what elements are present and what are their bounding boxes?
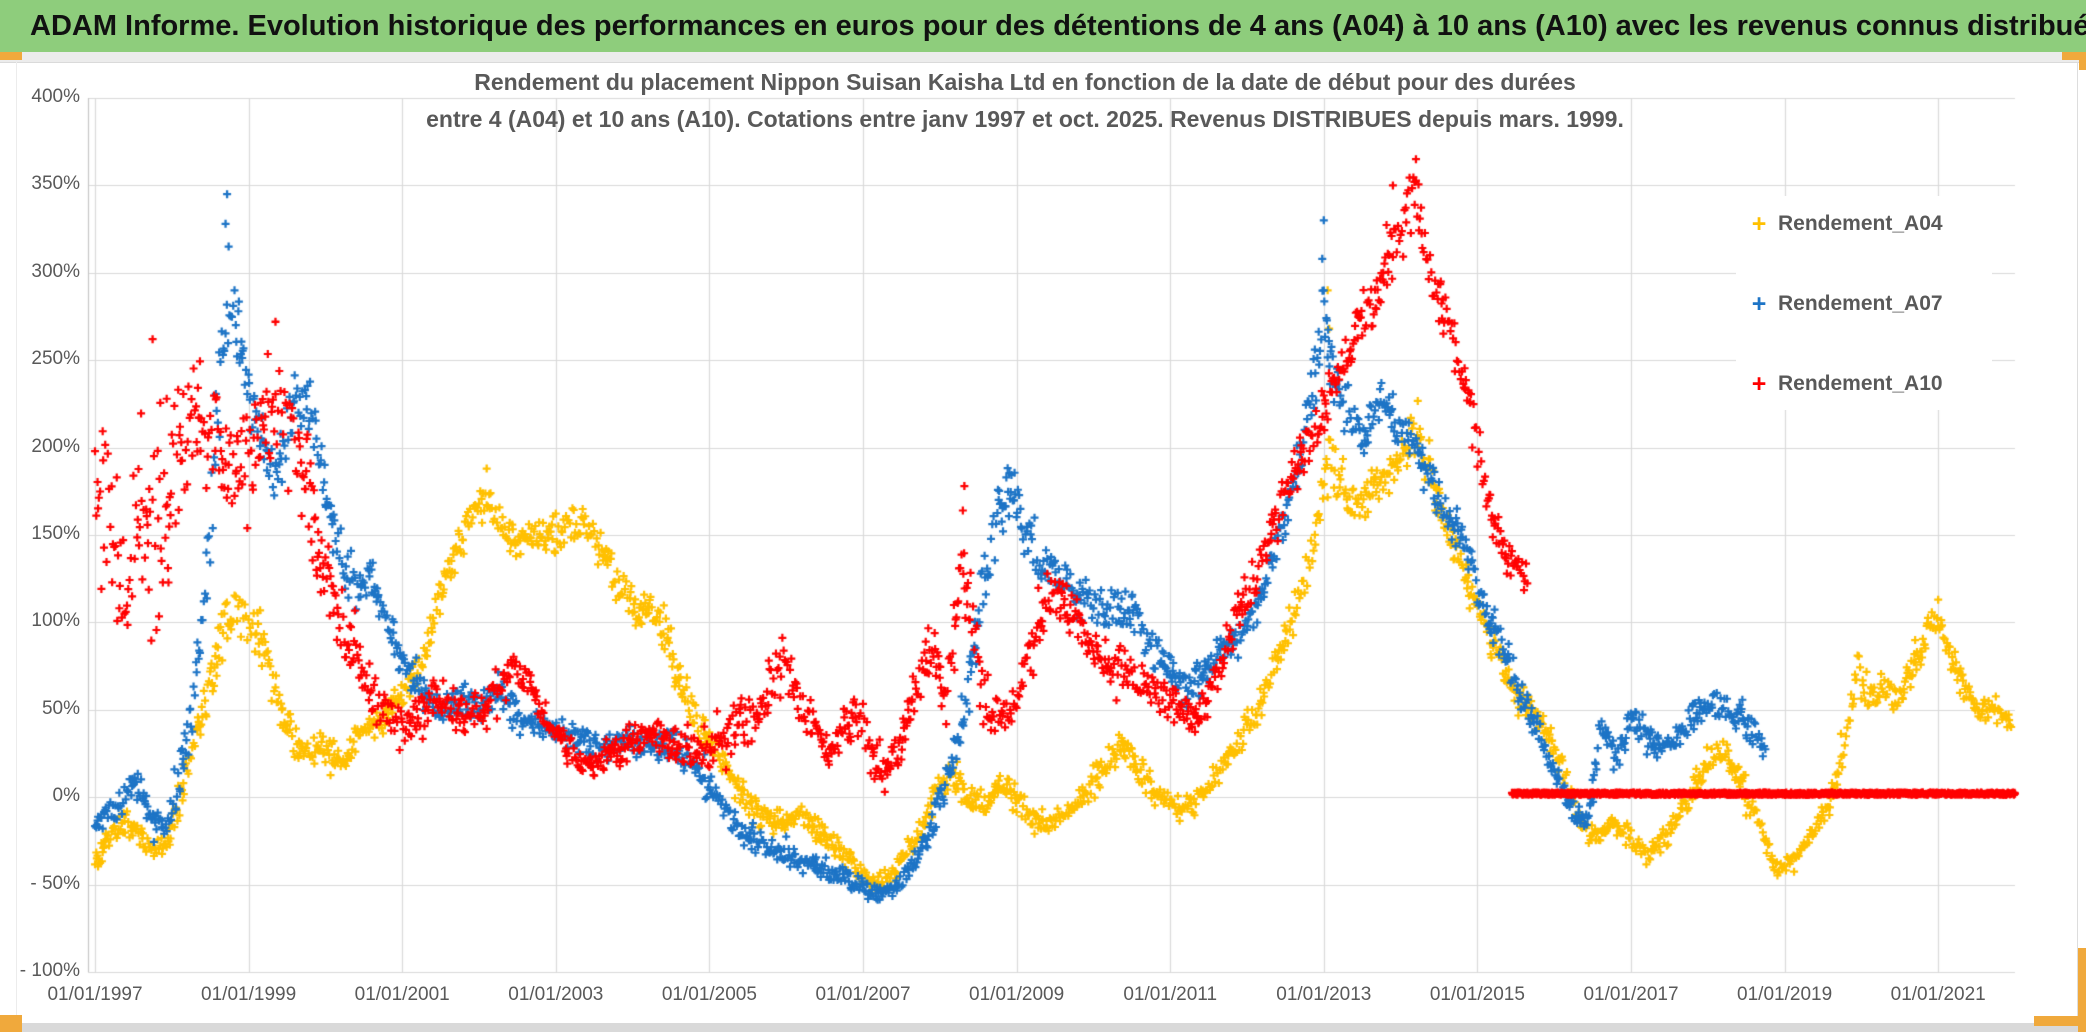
x-axis-tick-label: 01/01/2009 <box>969 984 1065 1005</box>
chart-right-border <box>2077 62 2078 1016</box>
accent-handle-bottom-left[interactable] <box>0 1015 22 1032</box>
y-axis-tick-label: 300% <box>31 260 80 282</box>
y-axis-tick-label: 50% <box>41 697 80 719</box>
sheet-left-border <box>16 62 17 1016</box>
x-axis-tick-label: 01/01/2007 <box>815 984 911 1005</box>
y-axis-tick-label: 0% <box>52 785 80 807</box>
x-axis-tick-label: 01/01/2001 <box>354 984 450 1005</box>
legend: + Rendement_A04 + Rendement_A07 + Rendement_A… <box>1736 196 1992 410</box>
y-axis-tick-label: - 100% <box>19 960 80 981</box>
x-axis-tick-label: 01/01/2011 <box>1123 984 1218 1005</box>
legend-label: Rendement_A10 <box>1778 372 1943 395</box>
chart-title-line1: Rendement du placement Nippon Suisan Kai… <box>474 69 1576 95</box>
y-axis-tick-label: 200% <box>31 435 80 457</box>
plus-marker-icon: + <box>1751 210 1767 238</box>
x-axis-tick-label: 01/01/1997 <box>47 984 143 1005</box>
legend-label: Rendement_A04 <box>1778 212 1943 235</box>
y-axis-tick-label: 250% <box>31 348 80 370</box>
chart-title: Rendement du placement Nippon Suisan Kai… <box>375 64 1675 138</box>
accent-handle-bottom-right[interactable] <box>2034 1016 2086 1026</box>
x-axis-tick-label: 01/01/2005 <box>661 984 757 1005</box>
legend-item-rendement_a10[interactable]: + Rendement_A10 <box>1744 366 1943 402</box>
plus-marker-icon: + <box>1751 290 1767 318</box>
y-axis-tick-label: - 50% <box>30 872 80 894</box>
x-axis-tick-label: 01/01/2017 <box>1583 984 1679 1005</box>
x-axis-tick-label: 01/01/2021 <box>1890 984 1986 1005</box>
legend-item-rendement_a07[interactable]: + Rendement_A07 <box>1744 286 1943 322</box>
y-axis-tick-label: 400% <box>31 86 80 107</box>
chart-title-line2: entre 4 (A04) et 10 ans (A10). Cotations… <box>426 106 1624 132</box>
y-axis-tick-label: 350% <box>31 173 80 195</box>
x-axis-tick-label: 01/01/2013 <box>1276 984 1372 1005</box>
x-axis-tick-label: 01/01/2019 <box>1737 984 1833 1005</box>
accent-handle-right-edge[interactable] <box>2078 948 2086 1032</box>
y-axis-tick-label: 100% <box>31 610 80 632</box>
plus-marker-icon: + <box>1751 370 1767 398</box>
x-axis-tick-label: 01/01/2003 <box>508 984 604 1005</box>
y-axis-tick-label: 150% <box>31 523 80 544</box>
x-axis-tick-label: 01/01/2015 <box>1429 984 1525 1005</box>
legend-label: Rendement_A07 <box>1778 292 1943 315</box>
legend-item-rendement_a04[interactable]: + Rendement_A04 <box>1744 206 1943 242</box>
x-axis-tick-label: 01/01/1999 <box>201 984 297 1005</box>
bottom-scroll-strip <box>0 1023 2086 1032</box>
